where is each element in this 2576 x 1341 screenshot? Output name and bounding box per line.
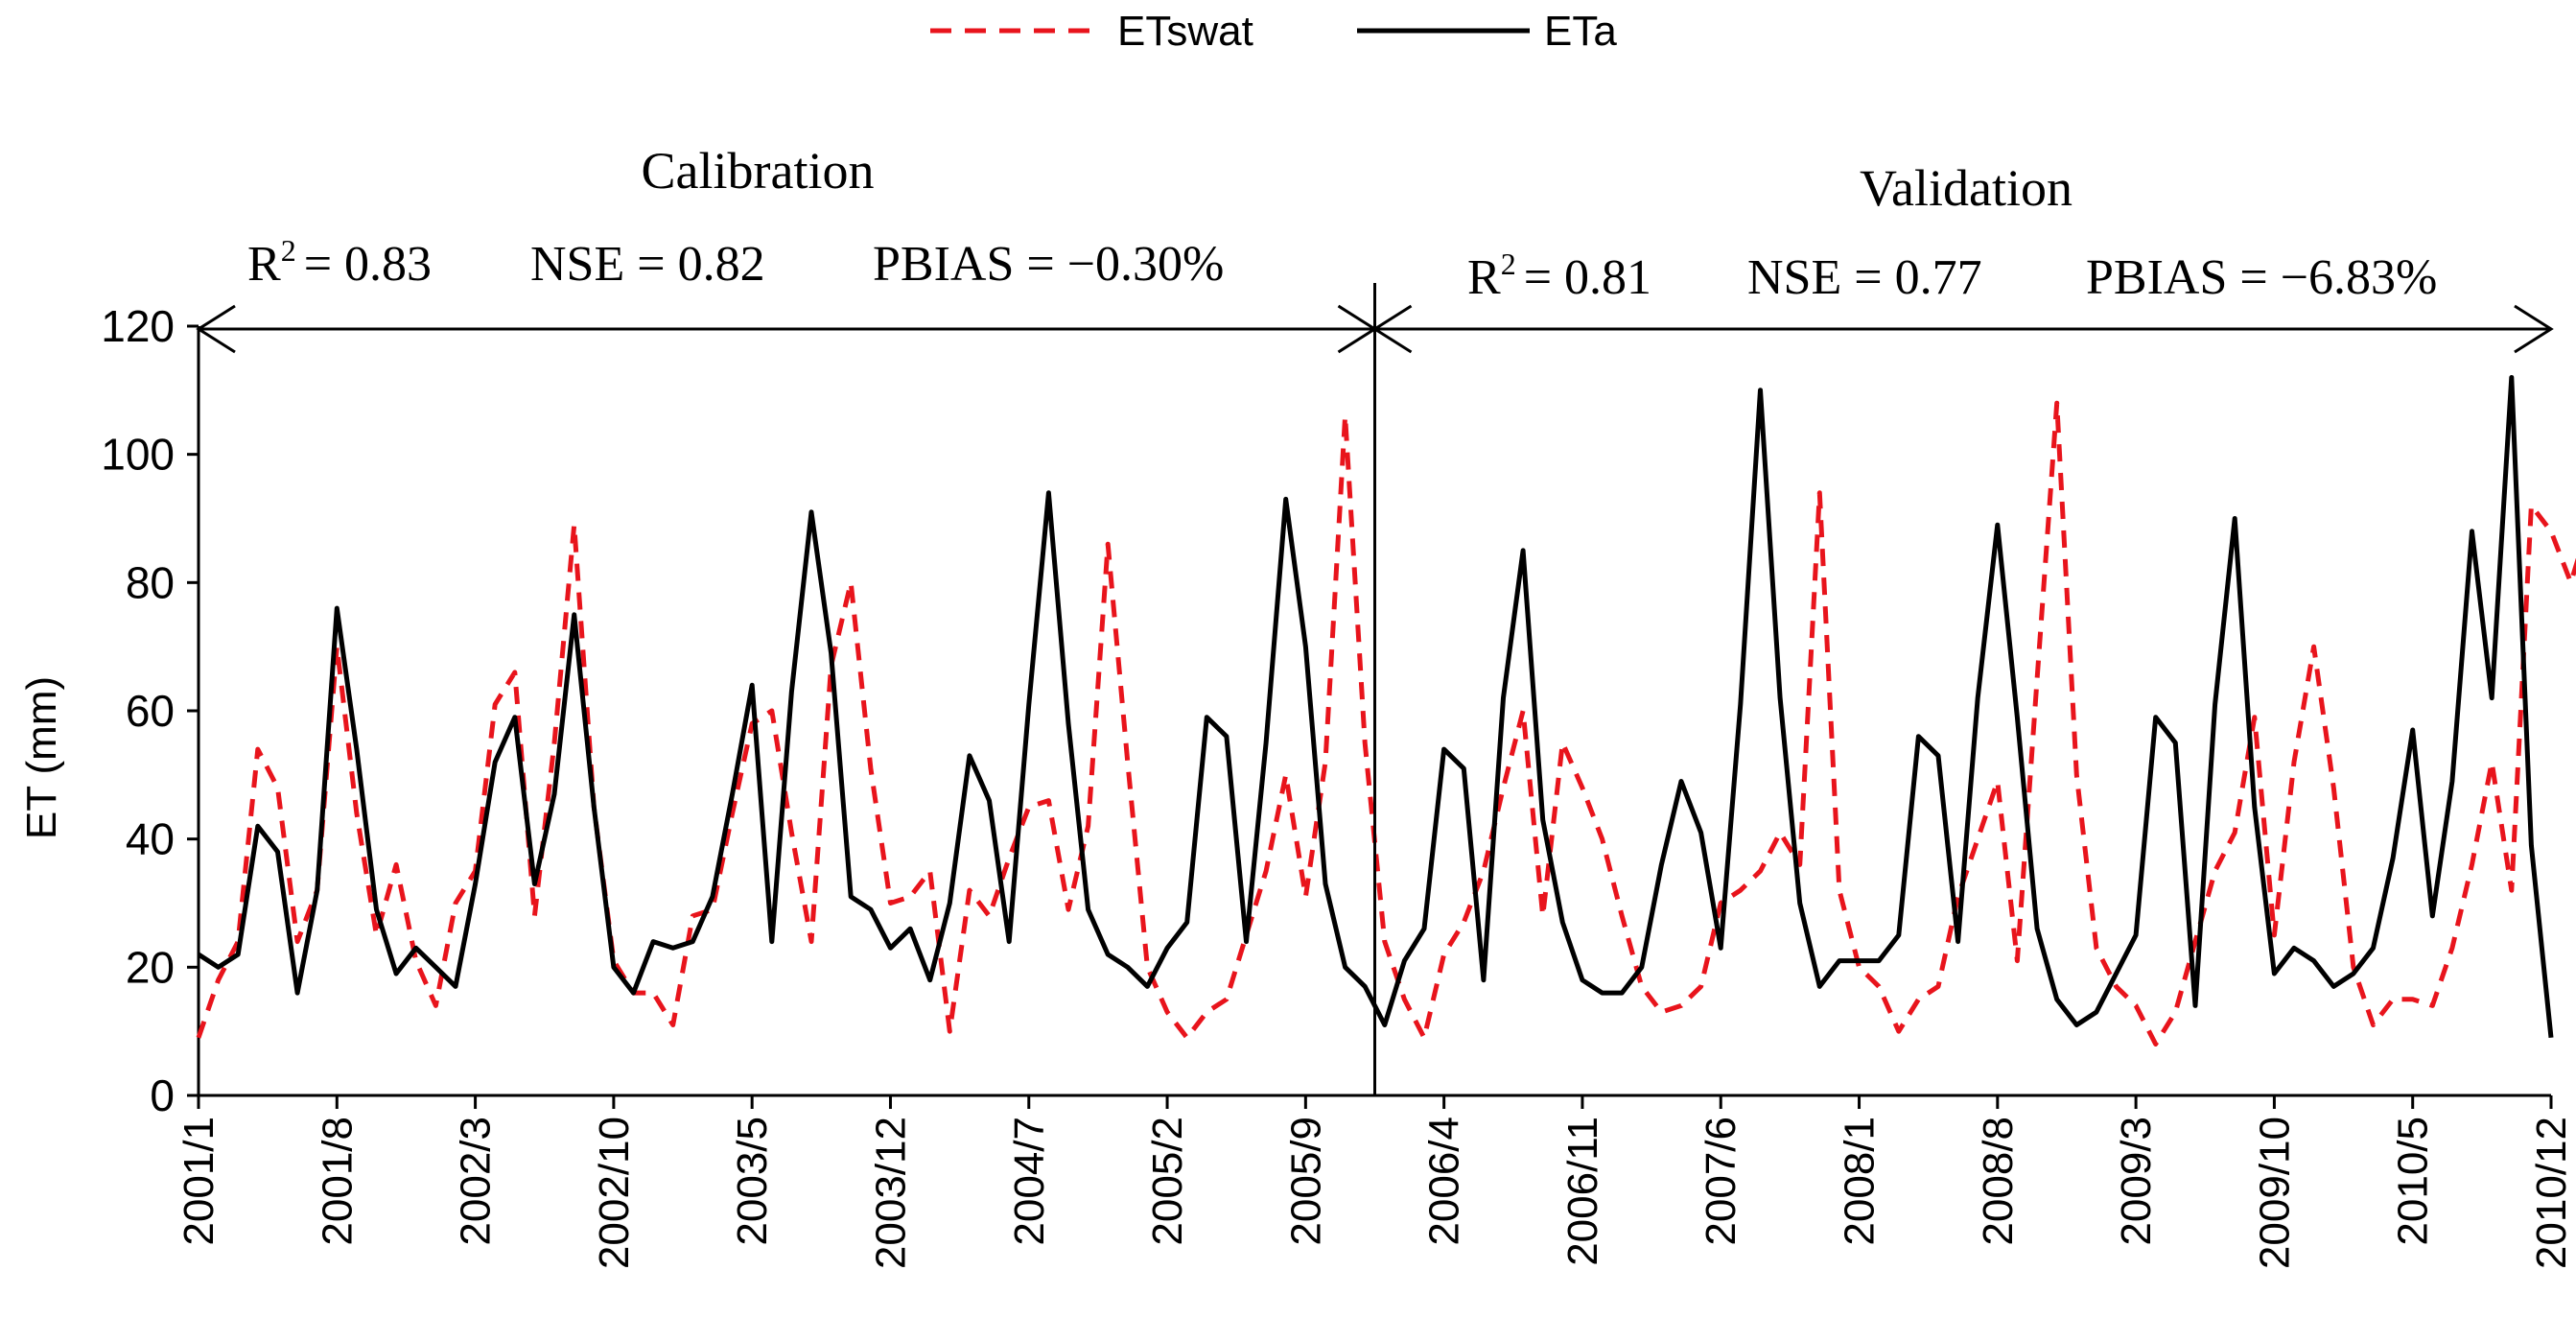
y-tick-label: 20	[126, 942, 175, 992]
y-tick-label: 40	[126, 814, 175, 864]
x-tick-label: 2008/1	[1837, 1117, 1884, 1246]
x-tick-label: 2005/2	[1144, 1117, 1191, 1246]
x-tick-label: 2002/3	[453, 1117, 500, 1246]
x-tick-label: 2003/5	[729, 1117, 776, 1246]
x-tick-label: 2010/12	[2528, 1117, 2575, 1269]
x-tick-label: 2003/12	[867, 1117, 914, 1269]
validation-nse: NSE = 0.77	[1747, 250, 1982, 305]
legend-eta-label: ETa	[1544, 8, 1617, 55]
y-tick-label: 80	[126, 557, 175, 607]
x-tick-label: 2009/3	[2113, 1117, 2160, 1246]
y-axis-label: ET (mm)	[18, 676, 65, 839]
validation-r2: R2 = 0.81	[1467, 247, 1651, 305]
x-tick-label: 2004/7	[1006, 1117, 1053, 1246]
calibration-pbias: PBIAS = −0.30%	[873, 237, 1224, 292]
x-tick-label: 2006/4	[1421, 1117, 1468, 1246]
y-tick-label: 120	[101, 301, 175, 351]
validation-title: Validation	[1860, 159, 2073, 217]
y-tick-label: 0	[150, 1070, 175, 1120]
x-tick-label: 2006/11	[1559, 1117, 1606, 1266]
y-tick-label: 100	[101, 430, 175, 480]
x-ticks: 2001/1 2001/8 2002/3 2002/10 2003/5 2003/12 20…	[176, 1095, 2575, 1269]
calibration-arrow-left-head	[196, 304, 236, 354]
x-tick-label: 2009/10	[2251, 1117, 2298, 1269]
y-tick-label: 60	[126, 686, 175, 736]
x-tick-label: 2008/8	[1975, 1117, 2022, 1246]
period-arrows	[196, 283, 2554, 1095]
calibration-r2: R2 = 0.83	[247, 233, 432, 292]
x-tick-label: 2010/5	[2390, 1117, 2437, 1246]
legend-etswat-label: ETswat	[1117, 8, 1253, 55]
validation-arrow-right-head	[2514, 304, 2554, 354]
x-tick-label: 2001/8	[314, 1117, 361, 1246]
calibration-nse: NSE = 0.82	[530, 237, 765, 292]
x-tick-label: 2001/1	[176, 1117, 222, 1246]
x-tick-label: 2007/6	[1698, 1117, 1745, 1246]
legend: ETswat ETa	[930, 8, 1617, 55]
calibration-title: Calibration	[642, 142, 875, 200]
validation-pbias: PBIAS = −6.83%	[2086, 250, 2437, 305]
y-ticks: 0 20 40 60 80 100 120	[101, 301, 199, 1120]
series-etswat-line	[196, 400, 2576, 1047]
series-lines	[196, 375, 2576, 1047]
x-tick-label: 2002/10	[591, 1117, 638, 1269]
x-tick-label: 2005/9	[1282, 1117, 1329, 1246]
validation-arrow-left-head	[1371, 304, 1413, 354]
